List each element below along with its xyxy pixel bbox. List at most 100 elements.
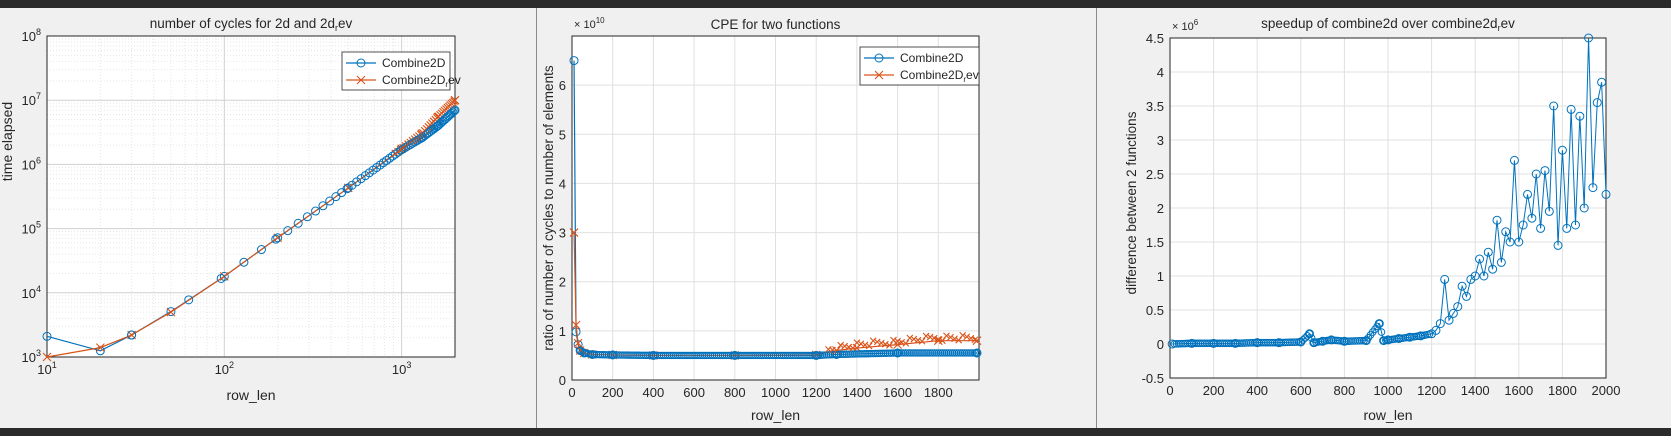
data-point	[853, 339, 861, 347]
data-point	[450, 97, 458, 105]
data-point	[963, 333, 971, 341]
legend-box	[341, 51, 451, 91]
y-tick-base: 10	[22, 93, 36, 108]
y-tick-base: 10	[22, 350, 36, 365]
x-tick-label: 1200	[1417, 383, 1446, 398]
legend-label-sub: r	[445, 80, 448, 89]
data-point	[938, 337, 946, 345]
x-tick-label: 400	[643, 385, 665, 400]
data-point	[861, 341, 869, 349]
y-multiplier: × 106	[1172, 18, 1199, 33]
legend-box	[859, 46, 980, 86]
data-point	[973, 349, 981, 357]
dense-markers	[1170, 319, 1434, 348]
data-point	[926, 333, 934, 341]
x-tick-label: 1800	[1548, 383, 1577, 398]
data-point	[1514, 237, 1524, 247]
data-point	[890, 336, 897, 344]
legend-label-tail: ev	[966, 68, 979, 82]
data-point	[356, 75, 366, 85]
data-point	[934, 335, 942, 343]
x-tick-label: 0	[568, 385, 575, 400]
data-point	[837, 341, 845, 349]
x-tick-label: 200	[1203, 383, 1225, 398]
y-tick-label: 4	[1157, 65, 1164, 80]
y-tick-label: 108	[22, 27, 41, 44]
data-point	[1453, 302, 1463, 312]
x-tick-label: 1000	[761, 385, 790, 400]
y-multiplier-base: × 10	[1172, 21, 1194, 33]
x-tick-label: 600	[1290, 383, 1312, 398]
data-point	[1461, 291, 1471, 301]
y-multiplier: × 1010	[574, 16, 605, 31]
data-point	[1425, 330, 1434, 339]
y-tick-label: 2	[1157, 201, 1164, 216]
data-point	[216, 273, 226, 283]
y-axis-label: time elapsed	[0, 102, 15, 181]
x-tick-label: 200	[602, 385, 624, 400]
data-point	[95, 346, 105, 356]
chart-title: CPE for two functions	[711, 17, 841, 32]
x-tick-exp: 3	[406, 360, 411, 370]
data-point	[356, 58, 366, 68]
data-point	[398, 144, 408, 154]
data-point	[184, 295, 194, 305]
data-point	[166, 307, 176, 317]
data-point	[1383, 335, 1393, 345]
data-point	[42, 331, 52, 341]
data-point	[922, 332, 930, 340]
x-tick-label: 1600	[1504, 383, 1533, 398]
y-tick-label: 1	[559, 324, 566, 339]
y-multiplier-exp: 6	[1194, 18, 1199, 27]
data-point	[347, 180, 357, 190]
data-point	[1575, 111, 1585, 121]
data-point	[1523, 189, 1533, 199]
data-point	[271, 234, 281, 244]
data-point	[971, 349, 979, 357]
data-point	[1297, 338, 1305, 346]
x-tick-base: 10	[215, 362, 229, 377]
data-point	[972, 348, 982, 358]
data-point	[382, 155, 392, 165]
data-point	[1303, 332, 1312, 340]
data-point	[1187, 338, 1197, 348]
data-point	[857, 340, 865, 348]
data-point	[1444, 315, 1454, 325]
data-point	[1394, 334, 1404, 344]
data-point	[894, 337, 901, 345]
data-point	[1501, 227, 1511, 237]
data-point	[1318, 336, 1328, 346]
x-tick-exp: 2	[229, 360, 234, 370]
data-point	[1588, 183, 1598, 193]
data-point	[849, 344, 857, 352]
data-point	[1536, 223, 1546, 233]
panel-cpe: 0 200 400 600 800 1000 1200 1400 1600 1800 0 1 2 3 4 5 6…	[537, 8, 1096, 428]
x-tick-label: 800	[724, 385, 746, 400]
x-tick-base: 10	[37, 362, 51, 377]
data-point	[1358, 336, 1366, 345]
y-tick-label: 4.5	[1146, 31, 1164, 46]
y-tick-label: 107	[22, 91, 41, 108]
data-point	[1440, 274, 1450, 284]
data-point	[910, 335, 918, 343]
data-point	[1375, 319, 1384, 328]
data-point	[1252, 338, 1262, 348]
x-tick-label: 1400	[1461, 383, 1490, 398]
data-point	[1566, 104, 1576, 114]
data-point	[955, 336, 963, 344]
data-point	[571, 320, 581, 330]
y-tick-label: 1	[1157, 269, 1164, 284]
data-point	[971, 336, 979, 344]
data-point	[951, 335, 958, 343]
data-point	[873, 338, 881, 346]
data-point	[930, 334, 938, 342]
data-point	[573, 338, 583, 348]
data-point	[1448, 308, 1458, 318]
chart-title-tail: ev	[338, 16, 353, 31]
data-point	[239, 257, 249, 267]
data-point	[1483, 247, 1493, 257]
panel-cycles: 101 102 103 103 104 105 106 107 108 number of cyc…	[0, 8, 536, 428]
x-tick-label: 0	[1166, 383, 1173, 398]
y-tick-label: 3.5	[1146, 99, 1164, 114]
